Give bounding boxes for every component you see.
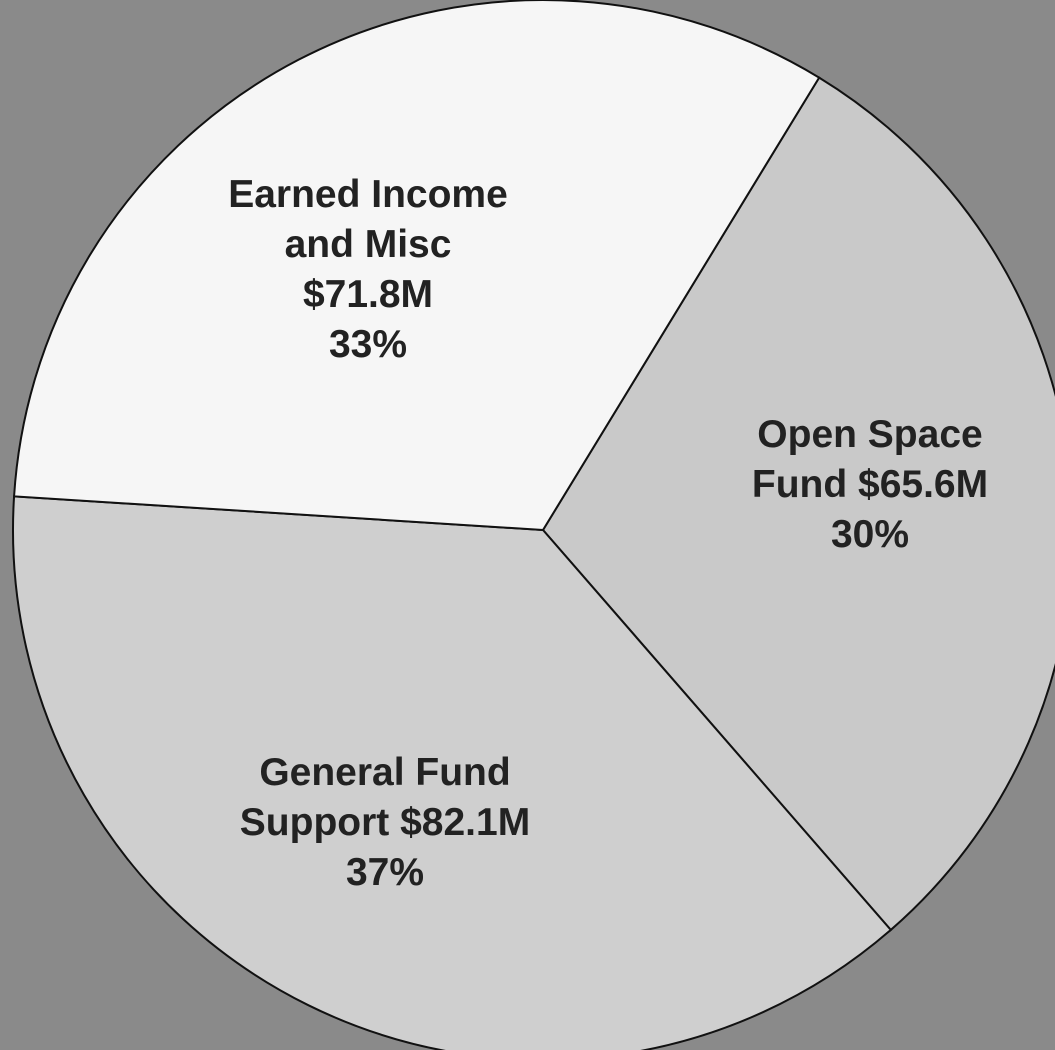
pie-slice [13,0,821,532]
value-label: $65.6M [858,463,989,506]
value-label: $71.8M [302,273,434,316]
percent-label: 37% [345,851,425,894]
category-label: General Fund Support [239,751,511,844]
percent-label: 33% [328,323,408,366]
category-label: Open Space Fund [751,413,983,506]
percent-label: 30% [830,513,910,556]
slice-label: Earned Income and Misc $71.8M 33% [208,170,528,370]
slice-label: General Fund Support $82.1M 37% [225,748,545,898]
category-label: Earned Income and Misc [228,173,508,266]
pie-slice [12,495,893,1050]
value-label: $82.1M [400,801,531,844]
slice-label: Open Space Fund $65.6M 30% [735,410,1005,560]
pie-slice [541,76,1055,932]
